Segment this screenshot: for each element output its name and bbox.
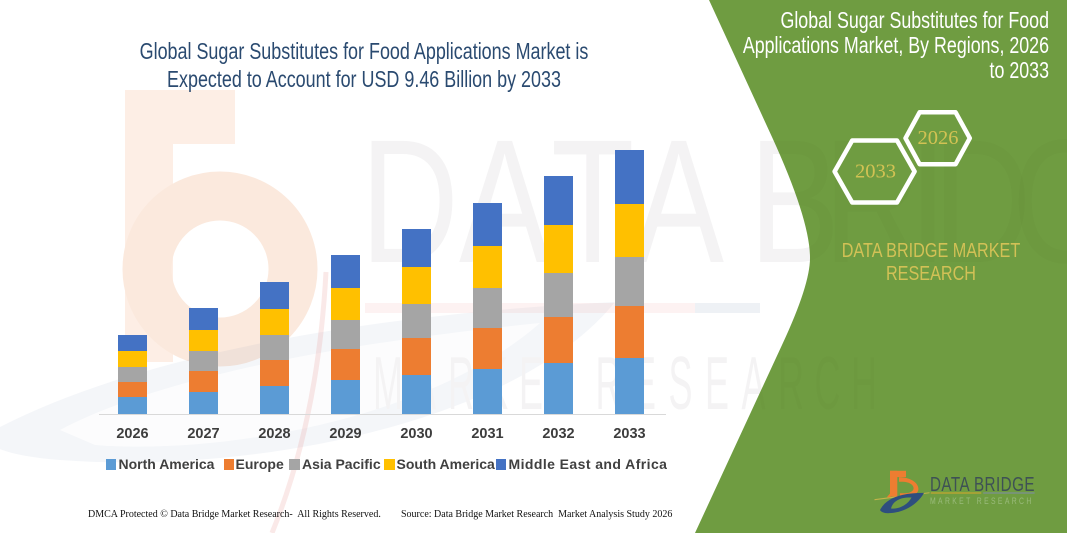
svg-text:2026: 2026 xyxy=(918,127,959,149)
svg-text:2033: 2033 xyxy=(855,161,896,183)
